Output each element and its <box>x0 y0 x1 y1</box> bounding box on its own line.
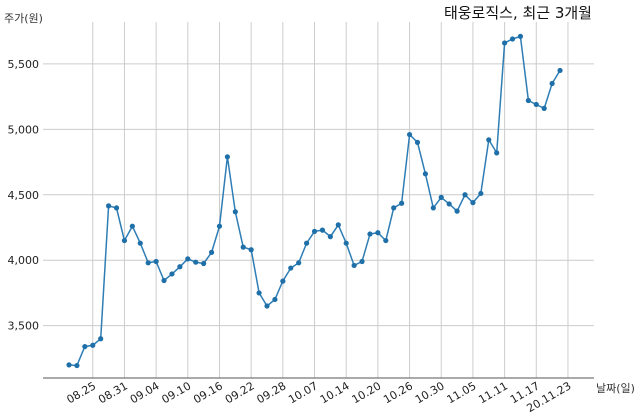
data-point <box>454 208 460 214</box>
data-point <box>557 67 563 74</box>
data-point <box>208 249 215 255</box>
data-point <box>335 222 341 228</box>
data-point <box>232 209 238 215</box>
data-point <box>280 278 286 284</box>
data-point <box>430 205 436 211</box>
data-point <box>509 36 516 42</box>
data-point <box>549 80 555 87</box>
x-tick-label: 08.25 <box>64 379 98 406</box>
data-point <box>399 200 405 206</box>
x-tick-label: 10.14 <box>318 379 352 406</box>
y-tick-label: 3,500 <box>8 320 40 333</box>
x-axis-ticks: 08.2508.3109.0409.1009.1609.2209.2810.07… <box>64 379 573 415</box>
data-point <box>391 205 397 211</box>
data-point <box>470 200 476 206</box>
data-point <box>311 228 318 235</box>
y-axis-label: 주가(원) <box>4 12 43 25</box>
data-point <box>145 260 151 266</box>
data-point <box>438 194 444 200</box>
data-point <box>185 256 191 262</box>
data-point <box>414 139 421 146</box>
data-point <box>264 303 270 309</box>
data-point <box>351 262 357 269</box>
data-point <box>367 231 373 237</box>
data-point <box>201 260 207 267</box>
series-points <box>66 33 563 369</box>
x-tick-label: 09.04 <box>128 379 162 406</box>
data-point <box>153 258 159 265</box>
y-tick-label: 4,500 <box>8 189 40 202</box>
data-point <box>383 237 389 244</box>
data-point <box>66 362 72 368</box>
x-tick-label: 08.31 <box>96 379 130 406</box>
data-point <box>216 223 223 229</box>
data-point <box>240 244 246 250</box>
data-point <box>446 201 452 207</box>
x-tick-label: 10.07 <box>286 379 320 406</box>
data-point <box>486 137 492 143</box>
x-axis-label: 날짜(일) <box>596 381 635 395</box>
data-point <box>517 33 524 39</box>
data-point <box>90 342 96 348</box>
y-tick-label: 5,500 <box>8 58 40 71</box>
x-tick-label: 10.26 <box>381 379 415 406</box>
data-point <box>177 264 183 270</box>
data-point <box>224 154 230 160</box>
data-point <box>272 296 278 303</box>
data-point <box>494 150 500 156</box>
data-point <box>113 205 120 211</box>
data-point <box>161 277 167 284</box>
data-point <box>169 271 175 277</box>
data-point <box>74 362 80 369</box>
data-point <box>462 192 468 198</box>
data-point <box>288 265 294 271</box>
data-point <box>106 203 112 209</box>
data-point <box>82 343 88 350</box>
x-tick-label: 11.05 <box>445 379 479 406</box>
chart-title: 태웅로직스, 최근 3개월 <box>444 4 592 22</box>
data-point <box>98 336 104 342</box>
data-point <box>359 258 365 265</box>
data-point <box>193 259 199 265</box>
data-point <box>541 105 547 111</box>
data-point <box>121 237 128 244</box>
x-tick-label: 09.10 <box>160 379 194 406</box>
y-axis-ticks: 3,500 4,000 4,500 5,000 5,500 <box>8 58 40 333</box>
x-tick-label: 09.16 <box>191 379 225 406</box>
data-point <box>137 240 143 246</box>
data-point <box>248 247 254 253</box>
data-point <box>296 260 302 266</box>
x-tick-label: 09.22 <box>223 379 257 406</box>
data-point <box>502 40 508 46</box>
data-point <box>478 190 484 197</box>
x-tick-label: 09.28 <box>255 379 289 406</box>
data-point <box>319 227 326 233</box>
grid <box>43 22 594 378</box>
data-point <box>525 97 531 104</box>
x-tick-label: 10.20 <box>350 379 384 406</box>
x-tick-label: 10.30 <box>413 379 447 406</box>
data-point <box>533 101 539 108</box>
data-point <box>129 223 135 229</box>
y-tick-label: 5,000 <box>8 123 40 136</box>
x-tick-label: 11.11 <box>476 379 510 406</box>
data-point <box>375 230 381 236</box>
data-point <box>327 234 333 240</box>
y-tick-label: 4,000 <box>8 254 40 267</box>
data-point <box>256 290 262 296</box>
data-point <box>304 240 310 246</box>
data-point <box>422 171 428 177</box>
data-point <box>343 240 349 246</box>
data-point <box>406 131 413 138</box>
